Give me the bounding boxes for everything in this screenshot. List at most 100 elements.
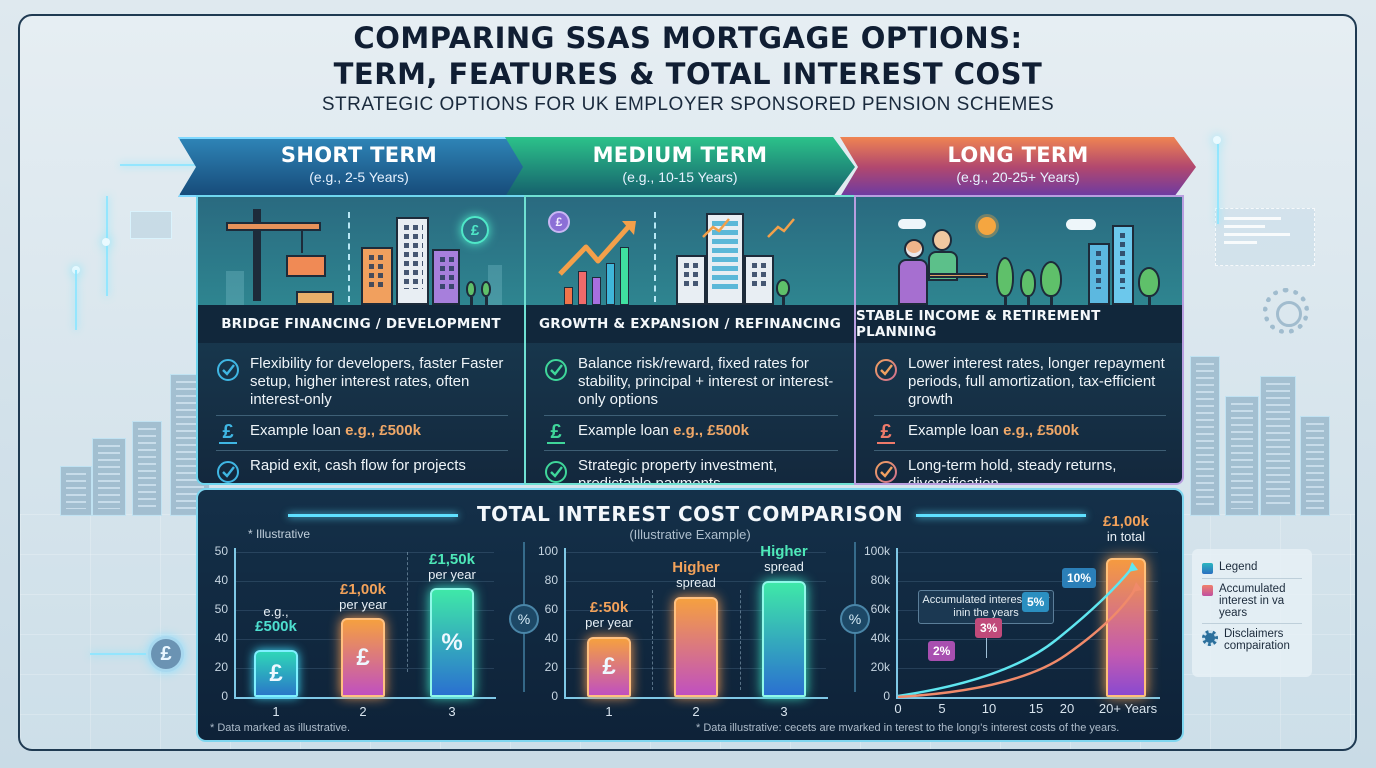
retirement-illustration bbox=[856, 197, 1182, 305]
legend-item: Accumulated interest in va years bbox=[1202, 578, 1302, 623]
tree-icon bbox=[481, 281, 491, 305]
comparison-subtitle: (Illustrative Example) bbox=[629, 527, 751, 542]
page-title-line-2: TERM, FEATURES & TOTAL INTEREST COST bbox=[333, 57, 1043, 91]
y-tick: 40 bbox=[214, 631, 228, 645]
comparison-title: TOTAL INTEREST COST COMPARISON bbox=[476, 502, 904, 526]
tree-icon bbox=[1040, 261, 1062, 305]
total-label: £1,00k in total bbox=[1103, 513, 1149, 544]
percent-badge-icon: % bbox=[840, 604, 870, 634]
y-tick: 0 bbox=[221, 689, 228, 703]
person-icon bbox=[898, 259, 928, 305]
y-tick: 20 bbox=[214, 660, 228, 674]
tree-icon bbox=[776, 279, 790, 305]
bar-label: Higher spread bbox=[760, 543, 808, 574]
y-tick: 50 bbox=[214, 602, 228, 616]
x-tick: 3 bbox=[780, 704, 788, 719]
chart-bar bbox=[620, 247, 629, 305]
bar-label: £1,00k per year bbox=[339, 581, 387, 612]
decor-glow-line bbox=[1217, 144, 1219, 224]
check-circle-icon bbox=[216, 358, 240, 382]
tree-icon bbox=[1138, 267, 1160, 305]
decor-building bbox=[1190, 356, 1220, 516]
check-circle-icon bbox=[216, 460, 240, 483]
short-term-title: SHORT TERM bbox=[280, 143, 438, 167]
feature-text: Example loan bbox=[908, 422, 1004, 439]
cloud-icon bbox=[1066, 219, 1096, 230]
x-tick: 20+ Years bbox=[1098, 701, 1158, 716]
chart-bar bbox=[606, 263, 615, 305]
long-term-range: (e.g., 20-25+ Years) bbox=[956, 169, 1080, 185]
bar-label: £1,50k per year bbox=[428, 551, 476, 582]
page-subtitle: STRATEGIC OPTIONS FOR UK EMPLOYER SPONSO… bbox=[321, 94, 1055, 115]
decor-glow-line bbox=[120, 164, 215, 166]
legend-label: Disclaimers compairation bbox=[1224, 628, 1290, 652]
short-term-range: (e.g., 2-5 Years) bbox=[309, 169, 409, 185]
cloud-icon bbox=[898, 219, 926, 229]
feature-text: Long-term hold, steady returns, diversif… bbox=[908, 457, 1117, 485]
legend-swatch bbox=[1202, 585, 1213, 596]
bar-3: % bbox=[430, 588, 474, 697]
feature-text: Rapid exit, cash flow for projects bbox=[250, 457, 466, 474]
x-tick: 1 bbox=[272, 704, 280, 719]
y-tick: 100k bbox=[863, 544, 890, 558]
rate-tag-3pct: 3% bbox=[975, 618, 1003, 638]
accumulated-interest-line-chart: 100k 80k 60k 40k 20k 0 £1,00k in total Ac… bbox=[862, 514, 1182, 740]
person-head bbox=[904, 239, 924, 259]
y-tick: 40 bbox=[544, 631, 558, 645]
feature-text: Strategic property investment, predictab… bbox=[578, 457, 778, 485]
decor-mini-chart-icon bbox=[130, 211, 172, 239]
building-icon bbox=[396, 217, 429, 305]
loan-amount: e.g., £500k bbox=[673, 422, 749, 439]
feature-text: Example loan bbox=[250, 422, 346, 439]
building-icon bbox=[1112, 225, 1134, 305]
mini-trend-icon bbox=[767, 218, 795, 238]
x-tick: 1 bbox=[605, 704, 613, 719]
pound-icon: £ bbox=[877, 422, 895, 444]
bar-2 bbox=[674, 597, 718, 697]
rate-tag-2pct: 2% bbox=[928, 641, 956, 661]
feature-row: Lower interest rates, longer repayment p… bbox=[874, 349, 1166, 415]
pound-coin-icon: £ bbox=[461, 216, 489, 244]
bar-3 bbox=[762, 581, 806, 697]
decor-building bbox=[132, 421, 162, 516]
x-axis bbox=[896, 697, 1160, 699]
loan-amount: e.g., £500k bbox=[1003, 422, 1079, 439]
short-term-bar-chart: * Illustrative 50 40 50 40 20 0 £ e.g., £… bbox=[198, 527, 498, 740]
interest-cost-comparison-panel: TOTAL INTEREST COST COMPARISON (Illustra… bbox=[196, 488, 1184, 742]
divider bbox=[652, 590, 653, 690]
growth-illustration: £ bbox=[526, 197, 854, 305]
feature-row: Strategic property investment, predictab… bbox=[544, 450, 838, 485]
legend: Legend Accumulated interest in va years … bbox=[1192, 549, 1312, 677]
long-term-column: STABLE INCOME & RETIREMENT PLANNING Lowe… bbox=[854, 195, 1184, 485]
legend-label: Accumulated interest in va years bbox=[1219, 583, 1286, 619]
decor-gear-icon bbox=[1263, 288, 1309, 334]
medium-term-heading: GROWTH & EXPANSION / REFINANCING bbox=[526, 305, 854, 343]
x-tick: 15 bbox=[1028, 701, 1044, 716]
check-circle-icon bbox=[874, 460, 898, 483]
building-icon bbox=[432, 249, 460, 305]
tree-icon bbox=[996, 257, 1014, 305]
check-circle-icon bbox=[874, 358, 898, 382]
header: COMPARING SSAS MORTGAGE OPTIONS: TERM, F… bbox=[0, 20, 1376, 116]
legend-item: Legend bbox=[1202, 557, 1302, 578]
bar-label: £:50k per year bbox=[585, 599, 633, 630]
x-tick: 2 bbox=[359, 704, 367, 719]
y-tick: 20k bbox=[870, 660, 890, 674]
building-icon bbox=[1088, 243, 1110, 305]
y-tick: 100 bbox=[537, 544, 558, 558]
bar-2: £ bbox=[341, 618, 385, 697]
legend-item: Disclaimers compairation bbox=[1202, 623, 1302, 656]
footnote-right: * Data illustrative: cecets are mvarked … bbox=[696, 722, 1120, 734]
y-tick: 0 bbox=[883, 689, 890, 703]
loan-amount: e.g., £500k bbox=[345, 422, 421, 439]
y-axis bbox=[896, 548, 898, 698]
y-tick: 20 bbox=[544, 660, 558, 674]
x-tick: 10 bbox=[981, 701, 997, 716]
long-term-ribbon: LONG TERM (e.g., 20-25+ Years) bbox=[840, 137, 1196, 197]
page-title-line-1: COMPARING SSAS MORTGAGE OPTIONS: bbox=[353, 21, 1023, 55]
y-tick: 80 bbox=[544, 573, 558, 587]
legend-label: Legend bbox=[1219, 561, 1258, 573]
sun-icon bbox=[978, 217, 996, 235]
y-tick: 60 bbox=[544, 602, 558, 616]
medium-term-bar-chart: 100 80 60 40 20 0 £ £:50k per year Higher… bbox=[528, 540, 858, 740]
